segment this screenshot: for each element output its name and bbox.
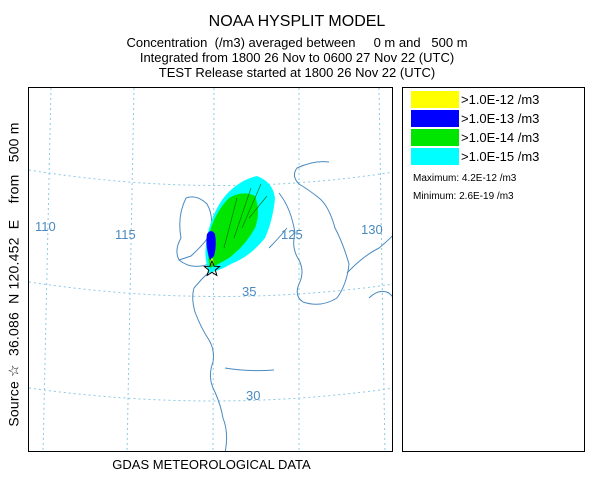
korea-north-coast bbox=[293, 161, 330, 185]
latitude-label-35: 35 bbox=[242, 284, 256, 299]
korea-east-coast bbox=[298, 183, 350, 305]
plume bbox=[205, 176, 275, 273]
korea-west-coast bbox=[278, 192, 304, 303]
subtitle-integration: Integrated from 1800 26 Nov to 0600 27 N… bbox=[139, 50, 455, 65]
river-line bbox=[224, 367, 275, 372]
japan-coast bbox=[346, 235, 392, 274]
legend-label-1e-13: >1.0E-13 /m3 bbox=[461, 111, 540, 126]
legend-swatch-1e-13 bbox=[411, 110, 459, 127]
plume-streak bbox=[233, 187, 252, 239]
legend-maximum: Maximum: 4.2E-12 /m3 bbox=[413, 173, 517, 184]
latitude-label-30: 30 bbox=[246, 388, 260, 403]
map-panel: 110 115 125 130 35 30 bbox=[28, 87, 393, 452]
parallel-30 bbox=[29, 387, 392, 402]
plume-streaks bbox=[223, 183, 268, 249]
bohai-coast bbox=[176, 196, 213, 261]
plume-streak bbox=[223, 197, 238, 249]
meridian-130 bbox=[378, 88, 386, 451]
longitude-label-110: 110 bbox=[35, 219, 56, 234]
east-china-coast bbox=[192, 257, 222, 393]
legend-label-1e-15: >1.0E-15 /m3 bbox=[461, 149, 540, 164]
subtitle-concentration: Concentration (/m3) averaged between 0 m… bbox=[126, 35, 468, 50]
graticule bbox=[29, 88, 392, 451]
plot-title: NOAA HYSPLIT MODEL bbox=[208, 13, 386, 30]
data-source-footer: GDAS METEOROLOGICAL DATA bbox=[112, 457, 311, 472]
meridian-115 bbox=[126, 88, 135, 451]
legend-swatch-1e-12 bbox=[411, 91, 459, 108]
parallel-35 bbox=[29, 281, 392, 297]
plume-level-1e-13 bbox=[206, 231, 216, 260]
coastlines bbox=[176, 161, 392, 451]
plume-streak bbox=[241, 183, 262, 229]
longitude-label-115: 115 bbox=[115, 227, 136, 242]
legend-minimum: Minimum: 2.6E-19 /m3 bbox=[413, 191, 514, 202]
star-icon bbox=[203, 259, 221, 277]
legend-swatch-1e-14 bbox=[411, 129, 459, 146]
korea-coastal-line bbox=[268, 227, 288, 249]
longitude-label-125: 125 bbox=[281, 227, 303, 242]
zhejiang-coast bbox=[214, 391, 228, 451]
legend-swatch-1e-15 bbox=[411, 148, 459, 165]
meridian-110 bbox=[42, 88, 52, 451]
parallel-45 bbox=[29, 169, 392, 186]
legend-label-1e-14: >1.0E-14 /m3 bbox=[461, 130, 540, 145]
meridian-120 bbox=[212, 88, 215, 451]
plume-streak bbox=[248, 195, 268, 219]
legend-panel: >1.0E-12 /m3 >1.0E-13 /m3 >1.0E-14 /m3 >… bbox=[402, 87, 585, 452]
source-location-label: Source ☆ 36.086 N 120.452 E from 500 m bbox=[5, 122, 22, 427]
plume-level-1e-14 bbox=[207, 193, 258, 268]
kyushu-coast bbox=[368, 290, 392, 299]
legend-label-1e-12: >1.0E-12 /m3 bbox=[461, 92, 540, 107]
longitude-label-130: 130 bbox=[361, 222, 383, 237]
subtitle-release: TEST Release started at 1800 26 Nov 22 (… bbox=[158, 65, 436, 80]
map-svg: 110 115 125 130 35 30 bbox=[29, 88, 392, 451]
